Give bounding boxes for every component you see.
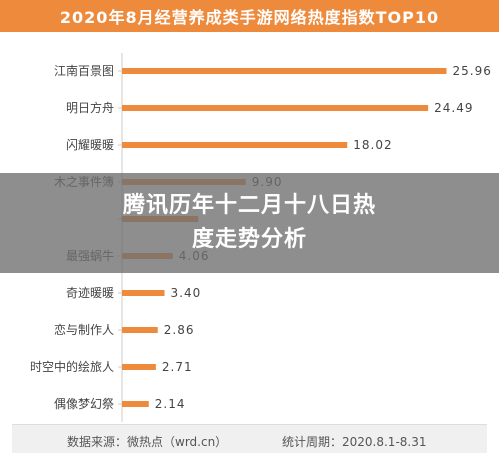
category-label: 闪耀暖暖: [66, 138, 114, 152]
bar: [122, 105, 429, 111]
article-title[interactable]: 腾讯历年十二月十八日热度走势分析: [122, 193, 376, 252]
bar: [122, 142, 348, 148]
bar: [122, 290, 165, 296]
category-label: 恋与制作人: [54, 322, 114, 337]
value-label: 2.14: [155, 397, 186, 411]
value-label: 25.96: [453, 64, 492, 78]
category-label: 明日方舟: [66, 100, 114, 115]
footer-source: 数据来源：微热点（wrd.cn）: [67, 435, 228, 449]
bar: [122, 68, 447, 74]
category-label: 时空中的绘旅人: [30, 359, 114, 374]
bar: [122, 364, 156, 370]
chart-footer: 数据来源：微热点（wrd.cn） 统计周期：2020.8.1-8.31: [12, 424, 487, 453]
footer-period: 统计周期：2020.8.1-8.31: [282, 435, 427, 449]
category-label: 奇迹暖暖: [66, 286, 114, 300]
bar: [122, 327, 158, 333]
chart-title: 2020年8月经营养成类手游网络热度指数TOP10: [0, 0, 499, 32]
value-label: 18.02: [353, 138, 392, 152]
value-label: 2.86: [164, 323, 195, 337]
value-label: 24.49: [434, 101, 473, 115]
category-label: 江南百景图: [54, 63, 114, 78]
category-label: 偶像梦幻祭: [54, 397, 114, 411]
bar: [122, 401, 149, 407]
value-label: 3.40: [171, 286, 202, 300]
article-title-overlay: 腾讯历年十二月十八日热度走势分析: [0, 173, 499, 273]
value-label: 2.71: [162, 360, 193, 374]
